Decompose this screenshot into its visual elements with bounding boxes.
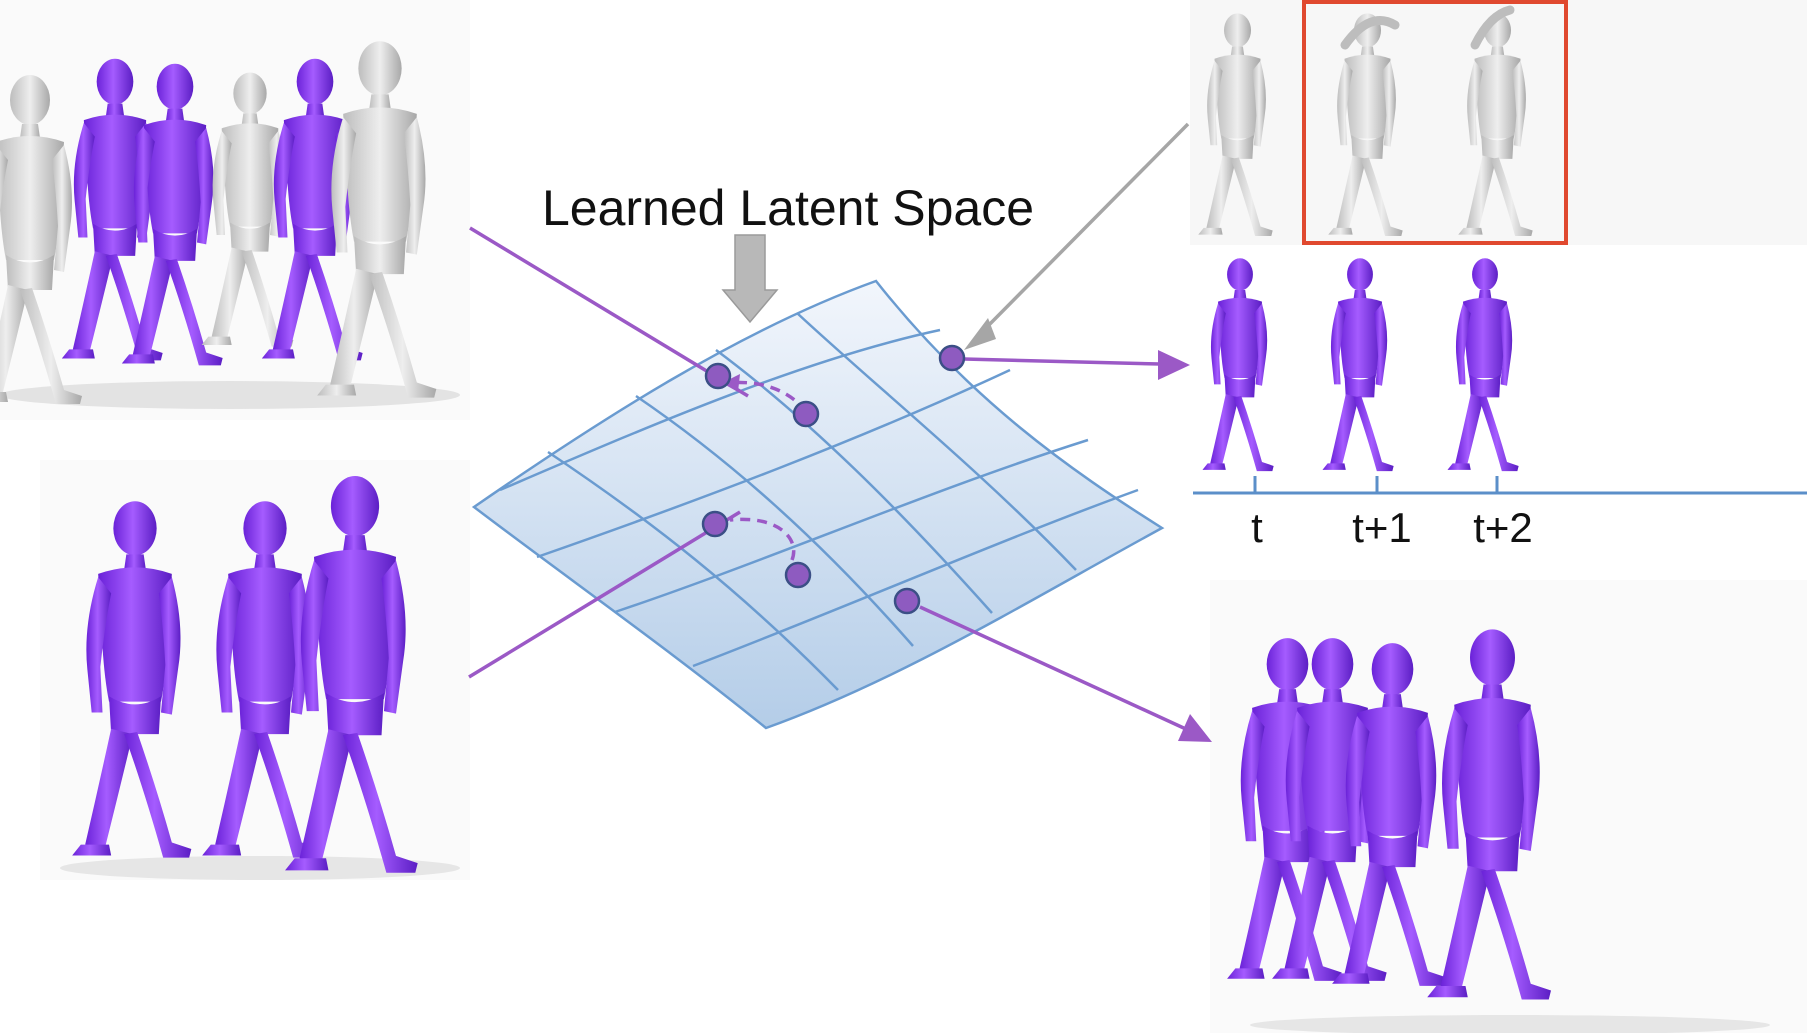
raised-arm: [1340, 16, 1400, 50]
surface-grid: [499, 312, 1139, 691]
human-figure-icon: [1322, 258, 1394, 472]
connector-line: [919, 605, 1189, 732]
down-arrow-icon: [721, 234, 779, 324]
temporal-sequence-group: t t+1 t+2: [1193, 258, 1807, 551]
floor-shadow: [60, 856, 460, 880]
human-figure-icon: [1447, 258, 1519, 472]
connector-line: [468, 510, 741, 679]
diagram-title: Learned Latent Space: [542, 180, 1034, 236]
highlight-box: [1302, 0, 1568, 245]
latent-point: [893, 587, 921, 615]
latent-points: [701, 344, 966, 615]
top-left-motion-group: [0, 0, 470, 420]
surface-patch: [471, 279, 1165, 730]
connector-line: [469, 226, 749, 398]
top-right-pose-group: [1190, 0, 1807, 245]
connector-line: [963, 357, 1161, 366]
timeline-label-t1: t+1: [1352, 504, 1412, 551]
latent-surface: [471, 279, 1165, 730]
arrowhead-icon: [964, 318, 996, 350]
latent-point: [704, 362, 732, 390]
raised-arm: [1470, 5, 1515, 50]
arrowhead-icon: [1158, 350, 1190, 380]
latent-point: [792, 400, 820, 428]
latent-point: [701, 510, 729, 538]
timeline-label-t2: t+2: [1473, 504, 1533, 551]
connector-line-gray: [978, 122, 1190, 336]
bottom-right-motion-group: [1210, 580, 1807, 1033]
timeline-label-t: t: [1251, 504, 1263, 551]
arrowhead-icon: [1178, 714, 1212, 742]
floor-shadow: [1250, 1015, 1770, 1033]
latent-point: [938, 344, 966, 372]
dashed-transition: [729, 517, 796, 561]
bottom-left-motion-group: [40, 460, 470, 880]
connectors: [468, 122, 1212, 742]
human-figure-icon: [1202, 258, 1274, 472]
latent-point: [784, 561, 812, 589]
arrowhead-icon: [722, 374, 740, 392]
